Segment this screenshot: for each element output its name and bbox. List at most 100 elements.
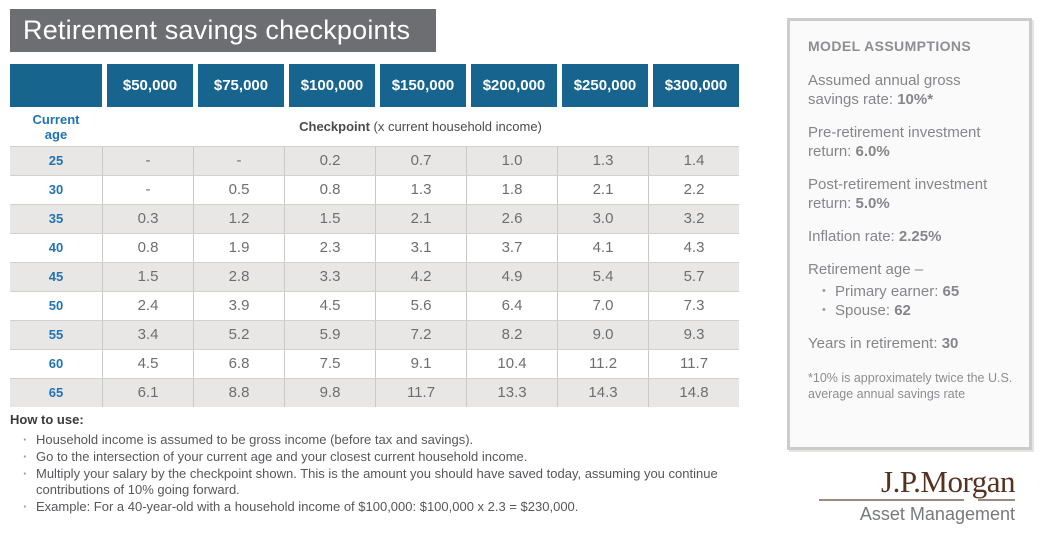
checkpoint-value-cell: 0.2 xyxy=(284,147,375,175)
checkpoint-value-cell: 4.5 xyxy=(284,292,375,320)
checkpoint-value-cell: 0.3 xyxy=(102,205,193,233)
savings-rate-footnote: *10% is approximately twice the U.S. ave… xyxy=(808,371,1013,401)
income-header-row: $50,000 $75,000 $100,000 $150,000 $200,000 $2… xyxy=(10,64,739,107)
table-row: 45 1.5 2.8 3.3 4.2 4.9 5.4 5.7 xyxy=(10,262,739,291)
how-to-use-heading: How to use: xyxy=(10,412,84,427)
checkpoint-value-cell: 4.9 xyxy=(466,263,557,291)
checkpoint-value-cell: - xyxy=(102,147,193,175)
checkpoint-value-cell: 7.2 xyxy=(375,321,466,349)
page-title: Retirement savings checkpoints xyxy=(10,9,436,52)
income-header-cell: $100,000 xyxy=(289,64,375,107)
current-age-label-line2: age xyxy=(44,126,68,142)
checkpoint-caption-rest: (x current household income) xyxy=(369,119,542,134)
assumption-items: Assumed annual gross savings rate: 10%* P… xyxy=(808,71,1013,353)
checkpoint-value-cell: 7.0 xyxy=(557,292,648,320)
assumption-item: Retirement age – xyxy=(808,261,924,278)
how-to-bullet: Example: For a 40-year-old with a househ… xyxy=(10,499,750,515)
table-row: 50 2.4 3.9 4.5 5.6 6.4 7.0 7.3 xyxy=(10,291,739,320)
age-cell: 30 xyxy=(48,182,64,197)
checkpoint-value-cell: 1.0 xyxy=(466,147,557,175)
checkpoint-value-cell: 8.2 xyxy=(466,321,557,349)
checkpoint-value-cell: 3.4 xyxy=(102,321,193,349)
table-row: 65 6.1 8.8 9.8 11.7 13.3 14.3 14.8 xyxy=(10,378,739,407)
checkpoint-value-cell: 2.4 xyxy=(102,292,193,320)
checkpoint-value-cell: 3.0 xyxy=(557,205,648,233)
checkpoint-value-cell: 1.2 xyxy=(193,205,284,233)
checkpoint-value-cell: 5.4 xyxy=(557,263,648,291)
checkpoint-caption: Checkpoint (x current household income) xyxy=(102,119,739,134)
checkpoint-value-cell: 0.8 xyxy=(102,234,193,262)
checkpoint-value-cell: 5.7 xyxy=(648,263,739,291)
age-cell: 40 xyxy=(48,240,64,255)
table-subheader-row: Current age Checkpoint (x current househ… xyxy=(10,107,739,146)
current-age-label-line1: Current xyxy=(32,111,80,127)
how-to-bullet: Multiply your salary by the checkpoint s… xyxy=(10,466,750,498)
age-cell: 35 xyxy=(48,211,64,226)
table-body: 25- -0.2 0.7 1.0 1.3 1.4 30-0.5 0.8 1.3 1.8 2.1 2.2… xyxy=(10,146,739,407)
checkpoint-value-cell: 3.3 xyxy=(284,263,375,291)
assumption-sub-item: Spouse: 62 xyxy=(822,301,1013,320)
how-to-use-section: How to use: Household income is assumed … xyxy=(10,412,750,516)
checkpoint-value-cell: 1.3 xyxy=(375,176,466,204)
how-to-use-list: Household income is assumed to be gross … xyxy=(10,432,750,515)
checkpoint-value-cell: 2.2 xyxy=(648,176,739,204)
table-corner-cell xyxy=(10,64,102,107)
current-age-label: Current age xyxy=(10,112,102,142)
checkpoint-value-cell: 3.1 xyxy=(375,234,466,262)
checkpoint-value-cell: 7.3 xyxy=(648,292,739,320)
checkpoint-value-cell: 6.8 xyxy=(193,350,284,378)
income-header-cell: $150,000 xyxy=(380,64,466,107)
income-header-cell: $75,000 xyxy=(198,64,284,107)
checkpoint-value-cell: 5.6 xyxy=(375,292,466,320)
checkpoint-value-cell: 5.9 xyxy=(284,321,375,349)
checkpoint-value-cell: 6.1 xyxy=(102,379,193,407)
checkpoint-value-cell: 9.3 xyxy=(648,321,739,349)
assumption-sub-list: Primary earner: 65Spouse: 62 xyxy=(822,282,1013,320)
model-assumptions-heading: MODEL ASSUMPTIONS xyxy=(808,38,972,54)
checkpoint-value-cell: 10.4 xyxy=(466,350,557,378)
how-to-bullet: Go to the intersection of your current a… xyxy=(10,449,750,465)
checkpoint-value-cell: - xyxy=(102,176,193,204)
checkpoint-value-cell: 4.3 xyxy=(648,234,739,262)
checkpoint-value-cell: 1.5 xyxy=(102,263,193,291)
checkpoint-value-cell: 4.5 xyxy=(102,350,193,378)
assumption-item: Inflation rate: 2.25% xyxy=(808,228,942,245)
jpmorgan-wordmark: J.P.Morgan xyxy=(881,464,1015,499)
checkpoint-value-cell: 2.8 xyxy=(193,263,284,291)
table-row: 35 0.3 1.2 1.5 2.1 2.6 3.0 3.2 xyxy=(10,204,739,233)
age-cell: 45 xyxy=(48,269,64,284)
logo-rule xyxy=(819,499,1015,501)
checkpoint-value-cell: 13.3 xyxy=(466,379,557,407)
checkpoint-value-cell: 3.2 xyxy=(648,205,739,233)
model-assumptions-panel: MODEL ASSUMPTIONS Assumed annual gross s… xyxy=(787,18,1032,450)
checkpoint-value-cell: 9.0 xyxy=(557,321,648,349)
age-cell: 60 xyxy=(48,356,64,371)
checkpoint-value-cell: 8.8 xyxy=(193,379,284,407)
checkpoint-value-cell: 2.1 xyxy=(375,205,466,233)
checkpoint-value-cell: 2.3 xyxy=(284,234,375,262)
checkpoint-value-cell: 4.2 xyxy=(375,263,466,291)
how-to-bullet: Household income is assumed to be gross … xyxy=(10,432,750,448)
checkpoint-value-cell: 9.8 xyxy=(284,379,375,407)
assumption-item: Years in retirement: 30 xyxy=(808,335,959,352)
checkpoint-caption-bold: Checkpoint xyxy=(299,119,370,134)
table-row: 55 3.4 5.2 5.9 7.2 8.2 9.0 9.3 xyxy=(10,320,739,349)
income-header-cell: $200,000 xyxy=(471,64,557,107)
income-header-cell: $250,000 xyxy=(562,64,648,107)
checkpoint-value-cell: 14.3 xyxy=(557,379,648,407)
age-cell: 55 xyxy=(48,327,64,342)
checkpoint-value-cell: 11.2 xyxy=(557,350,648,378)
checkpoint-value-cell: 0.5 xyxy=(193,176,284,204)
assumption-sub-item: Primary earner: 65 xyxy=(822,282,1013,301)
checkpoint-value-cell: 0.7 xyxy=(375,147,466,175)
checkpoint-value-cell: 14.8 xyxy=(648,379,739,407)
checkpoint-value-cell: 5.2 xyxy=(193,321,284,349)
assumption-item: Assumed annual gross savings rate: 10%* xyxy=(808,72,961,108)
assumption-item: Pre-retirement investment return: 6.0% xyxy=(808,124,981,160)
age-cell: 25 xyxy=(48,153,64,168)
checkpoint-value-cell: 6.4 xyxy=(466,292,557,320)
table-row: 60 4.5 6.8 7.5 9.1 10.4 11.2 11.7 xyxy=(10,349,739,378)
checkpoint-value-cell: 1.5 xyxy=(284,205,375,233)
checkpoint-value-cell: 2.1 xyxy=(557,176,648,204)
checkpoint-value-cell: 3.7 xyxy=(466,234,557,262)
